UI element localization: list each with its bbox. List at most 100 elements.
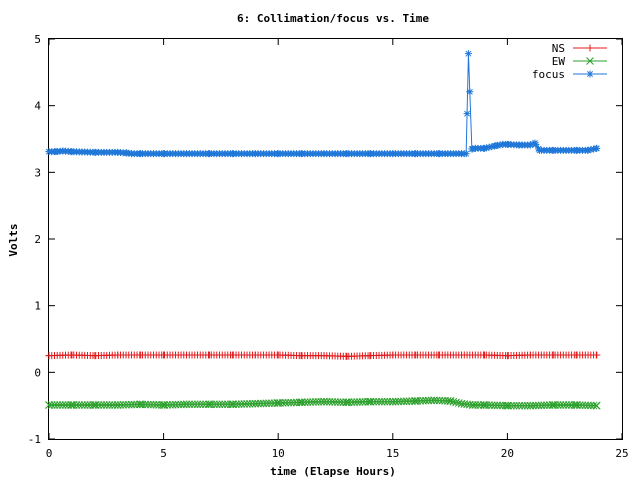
sample-mark [342, 398, 350, 407]
sample-mark [512, 401, 521, 410]
sample-mark [562, 401, 570, 409]
sample-mark [193, 400, 202, 409]
sample-mark [97, 401, 106, 409]
sample-mark [75, 401, 84, 409]
sample-mark [204, 400, 213, 409]
x-tick-label: 15 [386, 447, 399, 460]
sample-mark [133, 400, 141, 409]
sample-mark [556, 401, 565, 409]
sample-mark [108, 401, 117, 409]
sample-mark [551, 401, 559, 409]
sample-mark [592, 351, 600, 359]
sample-mark [102, 401, 111, 409]
legend-label-ns: NS [552, 42, 565, 55]
sample-mark [375, 397, 383, 406]
sample-mark [564, 401, 573, 409]
legend-marker-focus [586, 70, 594, 78]
sample-mark [476, 401, 485, 409]
sample-mark [369, 397, 378, 406]
sample-mark [155, 401, 163, 409]
sample-mark [471, 401, 480, 409]
sample-mark [212, 400, 221, 409]
sample-mark [226, 400, 235, 409]
sample-mark [548, 401, 557, 409]
sample-mark [86, 401, 95, 409]
sample-mark [493, 141, 501, 149]
sample-mark [523, 401, 532, 410]
sample-mark [559, 401, 568, 409]
sample-mark [221, 400, 229, 409]
sample-mark [196, 400, 205, 409]
chart-title: 6: Collimation/focus vs. Time [237, 12, 429, 25]
sample-mark [105, 401, 114, 409]
sample-mark [223, 400, 232, 409]
sample-mark [72, 401, 81, 409]
sample-mark [515, 401, 524, 410]
sample-mark [94, 401, 103, 409]
sample-mark [496, 141, 504, 149]
sample-mark [491, 142, 499, 150]
series-focus [45, 50, 601, 158]
axis-ticks: 0 5 10 15 20 25 -1 0 1 2 3 4 5 [28, 33, 629, 460]
sample-mark [592, 144, 600, 152]
sample-mark [501, 401, 510, 410]
sample-mark [529, 140, 537, 148]
sample-mark [190, 400, 199, 409]
series-layer [45, 50, 601, 410]
y-tick-label: 0 [34, 366, 41, 379]
sample-mark [339, 398, 348, 407]
sample-mark [589, 401, 598, 410]
sample-mark [567, 401, 576, 409]
sample-mark [53, 401, 62, 409]
sample-mark [188, 400, 196, 409]
sample-mark [469, 145, 477, 153]
sample-mark [380, 397, 389, 406]
sample-mark [47, 401, 56, 409]
sample-mark [45, 401, 53, 409]
sample-mark [201, 400, 210, 409]
sample-mark [179, 400, 188, 409]
sample-mark [535, 145, 543, 153]
sample-mark [317, 397, 326, 406]
sample-mark [67, 401, 75, 409]
sample-mark [182, 400, 191, 409]
legend-label-focus: focus [532, 68, 565, 81]
sample-mark [570, 401, 579, 409]
plot-frame [48, 38, 623, 440]
y-tick-label: -1 [28, 433, 41, 446]
x-tick-label: 0 [46, 447, 53, 460]
sample-mark [383, 397, 392, 406]
x-tick-label: 25 [615, 447, 628, 460]
sample-mark [377, 397, 386, 406]
legend-marker-ew [586, 57, 594, 65]
sample-mark [526, 141, 534, 149]
sample-mark [553, 401, 562, 409]
sample-mark [584, 146, 592, 154]
y-tick-label: 2 [34, 233, 41, 246]
sample-mark [100, 401, 108, 409]
sample-mark [590, 145, 598, 153]
x-tick-label: 10 [272, 447, 285, 460]
series-ns [45, 351, 601, 360]
sample-mark [518, 401, 526, 410]
data-point [464, 50, 472, 58]
sample-mark [50, 401, 59, 409]
series-line-focus [49, 53, 597, 155]
sample-mark [504, 401, 513, 410]
y-tick-label: 5 [34, 33, 41, 46]
sample-mark [482, 144, 490, 152]
sample-mark [199, 400, 207, 409]
sample-mark [463, 110, 471, 118]
sample-mark [69, 401, 78, 409]
sample-mark [366, 397, 375, 406]
x-tick-label: 5 [160, 447, 167, 460]
sample-mark [80, 401, 89, 409]
y-axis-label: Volts [7, 223, 20, 256]
sample-mark [485, 143, 493, 151]
sample-mark [218, 400, 227, 409]
x-tick-label: 20 [501, 447, 514, 460]
sample-mark [520, 401, 529, 410]
legend-label-ew: EW [552, 55, 566, 68]
sample-mark [427, 396, 436, 405]
